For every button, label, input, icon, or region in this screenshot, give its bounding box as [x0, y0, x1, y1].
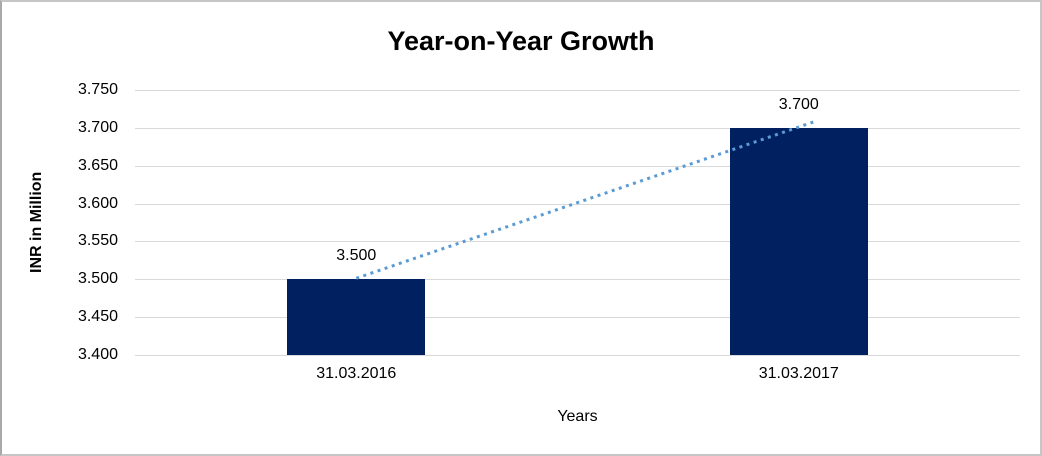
y-axis-tick-label: 3.550 [77, 232, 118, 250]
x-axis-title: Years [557, 408, 598, 425]
y-axis-tick-label: 3.750 [77, 81, 118, 98]
chart-title: Year-on-Year Growth [387, 26, 655, 56]
bar-data-label: 3.500 [336, 247, 377, 265]
gridline [135, 165, 1020, 167]
y-axis-tick-label: 3.600 [77, 194, 118, 212]
bar-31.03.2016 [287, 279, 426, 355]
gridline [135, 317, 1020, 319]
x-axis-tick-label: 31.03.2017 [758, 365, 839, 382]
x-axis-tick-label: 31.03.2016 [316, 365, 397, 382]
y-axis-tick-label: 3.500 [77, 270, 118, 288]
y-axis-tick-label: 3.650 [77, 156, 118, 174]
y-axis-tick-label: 3.700 [77, 118, 118, 136]
gridline [135, 355, 1020, 356]
gridline [135, 127, 1020, 129]
y-axis-tick-label: 3.450 [77, 308, 118, 326]
gridline [135, 279, 1020, 281]
bar-31.03.2017 [729, 127, 868, 355]
gridline [135, 90, 1020, 91]
gridline [135, 203, 1020, 205]
gridline [135, 241, 1020, 243]
y-axis-tick-label: 3.400 [77, 346, 118, 363]
bar-data-label: 3.700 [778, 95, 819, 113]
